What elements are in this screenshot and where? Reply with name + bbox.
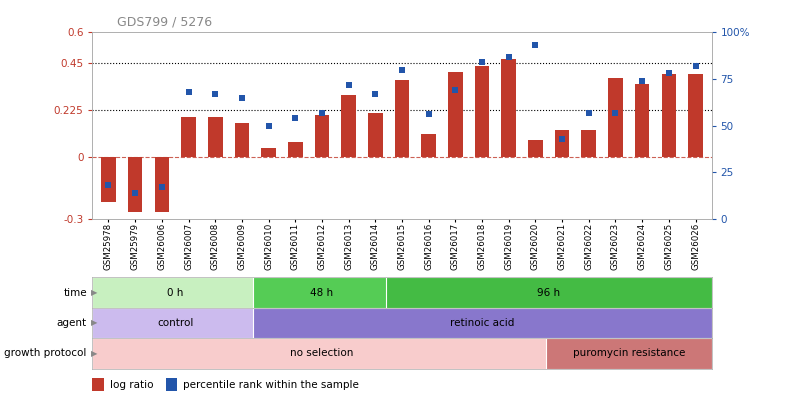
Bar	[208, 117, 222, 157]
Text: no selection: no selection	[290, 348, 353, 358]
Bar	[340, 94, 356, 157]
Point	[528, 42, 541, 49]
Text: ▶: ▶	[91, 318, 97, 328]
Text: 48 h: 48 h	[310, 288, 333, 298]
Bar	[394, 80, 409, 157]
Point	[581, 109, 594, 116]
Bar	[545, 338, 711, 369]
Point	[288, 115, 301, 122]
Bar	[92, 338, 551, 369]
Bar	[474, 66, 489, 157]
Point	[688, 63, 701, 69]
Text: GDS799 / 5276: GDS799 / 5276	[116, 15, 211, 28]
Bar	[252, 308, 711, 338]
Bar	[581, 130, 595, 157]
Bar	[385, 277, 711, 308]
Point	[635, 78, 648, 84]
Point	[502, 53, 515, 60]
Point	[422, 111, 434, 117]
Bar	[554, 130, 569, 157]
Point	[181, 89, 194, 95]
Bar	[252, 277, 391, 308]
Bar	[165, 378, 177, 391]
Point	[155, 184, 168, 190]
Bar	[314, 115, 329, 157]
Bar	[634, 84, 649, 157]
Bar	[181, 117, 196, 157]
Bar	[501, 59, 516, 157]
Point	[475, 59, 488, 66]
Bar	[92, 308, 258, 338]
Text: puromycin resistance: puromycin resistance	[572, 348, 684, 358]
Bar	[128, 157, 142, 213]
Point	[448, 87, 461, 94]
Bar	[261, 148, 275, 157]
Bar	[92, 378, 104, 391]
Bar	[421, 134, 435, 157]
Bar	[607, 78, 622, 157]
Point	[555, 135, 568, 142]
Text: time: time	[63, 288, 87, 298]
Bar	[447, 72, 463, 157]
Text: ▶: ▶	[91, 288, 97, 297]
Point	[662, 70, 675, 77]
Bar	[154, 157, 169, 213]
Point	[235, 94, 248, 101]
Bar	[661, 74, 675, 157]
Point	[609, 109, 622, 116]
Bar	[92, 277, 258, 308]
Bar	[234, 124, 249, 157]
Bar	[287, 142, 302, 157]
Point	[369, 91, 381, 97]
Point	[262, 122, 275, 129]
Point	[128, 190, 141, 196]
Text: percentile rank within the sample: percentile rank within the sample	[182, 380, 358, 390]
Point	[342, 81, 355, 88]
Bar	[687, 74, 702, 157]
Point	[102, 182, 115, 188]
Text: control: control	[157, 318, 194, 328]
Point	[209, 91, 222, 97]
Text: log ratio: log ratio	[110, 380, 153, 390]
Text: growth protocol: growth protocol	[5, 348, 87, 358]
Point	[315, 109, 328, 116]
Bar	[368, 113, 382, 157]
Bar	[101, 157, 116, 202]
Text: 96 h: 96 h	[536, 288, 560, 298]
Text: retinoic acid: retinoic acid	[450, 318, 514, 328]
Text: agent: agent	[57, 318, 87, 328]
Bar	[528, 140, 542, 157]
Text: 0 h: 0 h	[167, 288, 183, 298]
Text: ▶: ▶	[91, 349, 97, 358]
Point	[395, 66, 408, 73]
